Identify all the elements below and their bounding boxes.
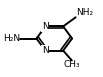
Text: H₂N: H₂N: [3, 34, 20, 43]
Text: CH₃: CH₃: [63, 60, 80, 69]
Text: N: N: [42, 22, 49, 31]
Text: NH₂: NH₂: [76, 8, 93, 17]
Text: N: N: [42, 46, 49, 55]
